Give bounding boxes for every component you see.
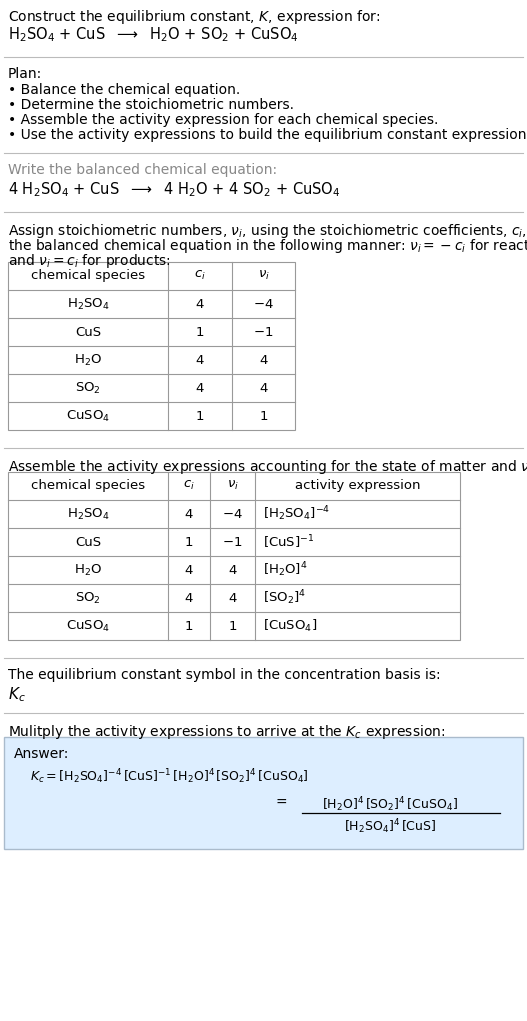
Text: 4: 4	[185, 507, 193, 521]
Text: chemical species: chemical species	[31, 269, 145, 282]
Text: $\mathrm{SO_2}$: $\mathrm{SO_2}$	[75, 590, 101, 605]
Text: CuS: CuS	[75, 535, 101, 548]
Text: $[\mathrm{H_2SO_4}]^4\,[\mathrm{CuS}]$: $[\mathrm{H_2SO_4}]^4\,[\mathrm{CuS}]$	[344, 817, 436, 836]
Text: Assemble the activity expressions accounting for the state of matter and $\nu_i$: Assemble the activity expressions accoun…	[8, 458, 527, 476]
Text: $\mathrm{H_2SO_4}$: $\mathrm{H_2SO_4}$	[67, 296, 109, 311]
Text: 1: 1	[185, 535, 193, 548]
Bar	[8, 472, 460, 640]
Text: 4: 4	[185, 591, 193, 604]
Text: 4: 4	[185, 564, 193, 577]
Text: $[\mathrm{H_2SO_4}]^{-4}$: $[\mathrm{H_2SO_4}]^{-4}$	[263, 504, 330, 524]
Text: $\mathrm{CuSO_4}$: $\mathrm{CuSO_4}$	[66, 619, 110, 634]
Text: $-4$: $-4$	[222, 507, 243, 521]
Text: Answer:: Answer:	[14, 747, 70, 761]
Text: Plan:: Plan:	[8, 67, 42, 81]
Text: $[\mathrm{CuS}]^{-1}$: $[\mathrm{CuS}]^{-1}$	[263, 533, 314, 550]
Text: and $\nu_i = c_i$ for products:: and $\nu_i = c_i$ for products:	[8, 252, 171, 270]
Text: The equilibrium constant symbol in the concentration basis is:: The equilibrium constant symbol in the c…	[8, 668, 441, 682]
Text: $-1$: $-1$	[222, 535, 242, 548]
Text: Assign stoichiometric numbers, $\nu_i$, using the stoichiometric coefficients, $: Assign stoichiometric numbers, $\nu_i$, …	[8, 222, 527, 240]
Text: 4: 4	[259, 382, 268, 394]
Text: $[\mathrm{H_2O}]^{4}$: $[\mathrm{H_2O}]^{4}$	[263, 561, 308, 579]
Text: $-4$: $-4$	[253, 297, 274, 310]
Text: 4: 4	[196, 353, 204, 367]
Text: 1: 1	[185, 620, 193, 632]
Text: Write the balanced chemical equation:: Write the balanced chemical equation:	[8, 163, 277, 177]
Text: 1: 1	[228, 620, 237, 632]
Text: CuS: CuS	[75, 326, 101, 339]
Text: 4: 4	[196, 297, 204, 310]
Text: $[\mathrm{CuSO_4}]$: $[\mathrm{CuSO_4}]$	[263, 618, 317, 634]
Text: 1: 1	[196, 409, 204, 423]
Text: 4: 4	[228, 564, 237, 577]
Text: $\mathrm{H_2O}$: $\mathrm{H_2O}$	[74, 563, 102, 578]
Text: $\mathrm{H_2SO_4}$ + CuS  $\longrightarrow$  $\mathrm{H_2O}$ + $\mathrm{SO_2}$ +: $\mathrm{H_2SO_4}$ + CuS $\longrightarro…	[8, 25, 299, 44]
Text: $-1$: $-1$	[253, 326, 274, 339]
Text: • Balance the chemical equation.: • Balance the chemical equation.	[8, 83, 240, 97]
Text: chemical species: chemical species	[31, 479, 145, 492]
Text: $\nu_i$: $\nu_i$	[258, 269, 269, 282]
Text: 4: 4	[259, 353, 268, 367]
Text: $\mathrm{CuSO_4}$: $\mathrm{CuSO_4}$	[66, 408, 110, 424]
Text: $c_i$: $c_i$	[194, 269, 206, 282]
Text: 4: 4	[196, 382, 204, 394]
Text: $[\mathrm{SO_2}]^{4}$: $[\mathrm{SO_2}]^{4}$	[263, 589, 306, 607]
Text: • Assemble the activity expression for each chemical species.: • Assemble the activity expression for e…	[8, 113, 438, 127]
Text: activity expression: activity expression	[295, 479, 420, 492]
Text: • Use the activity expressions to build the equilibrium constant expression.: • Use the activity expressions to build …	[8, 128, 527, 142]
Text: • Determine the stoichiometric numbers.: • Determine the stoichiometric numbers.	[8, 98, 294, 112]
Text: the balanced chemical equation in the following manner: $\nu_i = -c_i$ for react: the balanced chemical equation in the fo…	[8, 237, 527, 255]
Text: Mulitply the activity expressions to arrive at the $K_c$ expression:: Mulitply the activity expressions to arr…	[8, 723, 445, 741]
Text: 1: 1	[259, 409, 268, 423]
Text: 1: 1	[196, 326, 204, 339]
Bar	[8, 262, 295, 430]
Text: $\mathrm{H_2O}$: $\mathrm{H_2O}$	[74, 352, 102, 368]
Text: $\mathrm{H_2SO_4}$: $\mathrm{H_2SO_4}$	[67, 506, 109, 522]
Text: $\nu_i$: $\nu_i$	[227, 479, 238, 492]
Text: 4 $\mathrm{H_2SO_4}$ + CuS  $\longrightarrow$  4 $\mathrm{H_2O}$ + 4 $\mathrm{SO: 4 $\mathrm{H_2SO_4}$ + CuS $\longrightar…	[8, 180, 340, 199]
Text: $K_c$: $K_c$	[8, 685, 26, 703]
Text: $c_i$: $c_i$	[183, 479, 195, 492]
Text: $K_c = [\mathrm{H_2SO_4}]^{-4}\,[\mathrm{CuS}]^{-1}\,[\mathrm{H_2O}]^{4}\,[\math: $K_c = [\mathrm{H_2SO_4}]^{-4}\,[\mathrm…	[30, 767, 309, 786]
Text: $[\mathrm{H_2O}]^4\,[\mathrm{SO_2}]^4\,[\mathrm{CuSO_4}]$: $[\mathrm{H_2O}]^4\,[\mathrm{SO_2}]^4\,[…	[322, 795, 458, 814]
Text: Construct the equilibrium constant, $K$, expression for:: Construct the equilibrium constant, $K$,…	[8, 8, 380, 26]
Text: $=$: $=$	[272, 794, 287, 808]
Bar	[4, 737, 523, 849]
Text: $\mathrm{SO_2}$: $\mathrm{SO_2}$	[75, 381, 101, 395]
Text: 4: 4	[228, 591, 237, 604]
